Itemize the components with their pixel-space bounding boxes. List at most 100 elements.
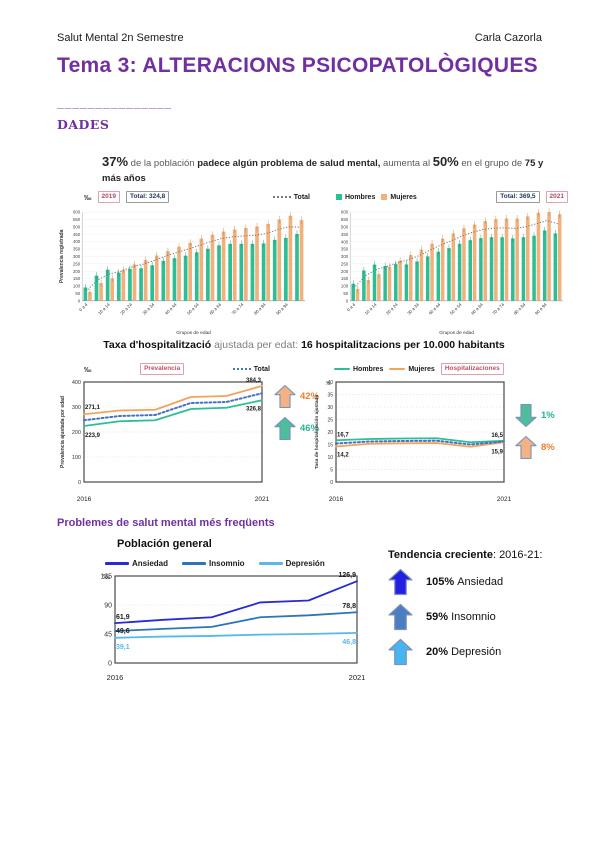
mujeres-change-pct: 42% [300, 391, 320, 402]
poblacion-general-legend: Ansiedad Insomnio Depresión [85, 556, 367, 571]
svg-text:20 a 24: 20 a 24 [385, 302, 399, 316]
svg-text:78,8: 78,8 [342, 603, 356, 610]
svg-text:35: 35 [327, 392, 333, 398]
svg-text:14,2: 14,2 [337, 453, 349, 459]
legend-total-label: Total [293, 193, 310, 201]
hospitalizaciones-header: Hombres Mujeres Hospitalizaciones [312, 362, 512, 376]
prevalencia-badge: Prevalencia [140, 363, 185, 375]
legend-depresion-label: Depresión [285, 559, 325, 568]
year-badge-2019: 2019 [97, 191, 120, 203]
mujeres-hosp-change-pct: 8% [541, 442, 555, 453]
svg-text:0 a 4: 0 a 4 [78, 302, 89, 313]
bar-chart-2021-canvas: 0 50 100 150 200 250 300 350 400 450 500 550 600 0 a … [328, 204, 568, 337]
bar-chart-2019-canvas: 0 50 100 150 200 250 300 350 400 450 500 550 600 0 a … [58, 204, 310, 337]
legend-mujeres-hosp: Mujeres [389, 366, 435, 373]
legend-insomnio-label: Insomnio [209, 559, 245, 568]
legend-mujeres-label: Mujeres [390, 193, 417, 201]
svg-text:400: 400 [72, 380, 81, 386]
svg-text:600: 600 [73, 210, 81, 215]
svg-text:450: 450 [341, 232, 349, 237]
insomnio-line-swatch [182, 562, 207, 565]
header-author: Carla Cazorla [474, 32, 542, 44]
svg-text:Grupos de edad: Grupos de edad [439, 330, 474, 336]
legend-total-label: Total [253, 365, 270, 373]
svg-text:45: 45 [104, 631, 112, 638]
svg-text:400: 400 [341, 239, 349, 244]
svg-text:50 a 54: 50 a 54 [449, 302, 463, 316]
prevalencia-line-canvas: 0 100 200 300 400 271,1 223,9 384,3 326,8 2016 202… [58, 376, 270, 504]
svg-text:200: 200 [72, 430, 81, 436]
mujeres-hosp-change: 8% [515, 435, 555, 460]
svg-text:90 a 94: 90 a 94 [275, 302, 289, 316]
svg-text:271,1: 271,1 [85, 405, 101, 411]
legend-depresion: Depresión [258, 559, 325, 568]
svg-text:5: 5 [330, 467, 333, 473]
svg-text:200: 200 [73, 269, 81, 274]
intro-stat-text: 37% de la población padece algún problem… [102, 154, 544, 184]
up-arrow-icon [274, 416, 296, 441]
svg-text:250: 250 [73, 261, 81, 266]
prevalencia-header: ‰ Prevalencia Total [58, 362, 270, 376]
svg-text:Tasa de hospitalización ajusta: Tasa de hospitalización ajustada [314, 395, 320, 470]
svg-text:10 a 14: 10 a 14 [97, 302, 111, 316]
chart-hospitalizaciones: Hombres Mujeres Hospitalizaciones 0 5 10 15… [312, 362, 512, 504]
frequent-problems-heading: Problemes de salut mental més freqüents [57, 517, 275, 529]
chart-2021-header: Hombres Mujeres Total: 369,5 2021 [328, 190, 568, 204]
ansiedad-line-swatch [105, 562, 129, 565]
svg-text:450: 450 [73, 232, 81, 237]
legend-insomnio: Insomnio [182, 559, 245, 568]
hospitalizaciones-line-canvas: 0 5 10 15 20 25 30 35 40 16,7 14,2 16,5 15,9 2016 2021… [312, 376, 512, 504]
svg-text:‰: ‰ [326, 381, 331, 387]
svg-text:550: 550 [73, 217, 81, 222]
hombres-change-pct: 46% [300, 423, 320, 434]
svg-text:25: 25 [327, 417, 333, 423]
up-arrow-icon [388, 638, 413, 666]
svg-text:15: 15 [327, 442, 333, 448]
trend-item-depresion: 20% Depresión [388, 638, 588, 666]
svg-text:Grupos de edad: Grupos de edad [176, 330, 211, 336]
svg-text:100: 100 [72, 455, 81, 461]
svg-text:39,1: 39,1 [116, 644, 130, 651]
svg-text:49,6: 49,6 [116, 628, 130, 635]
svg-text:16,7: 16,7 [337, 432, 349, 438]
mujeres-line-swatch [389, 367, 406, 371]
svg-text:40 a 44: 40 a 44 [164, 302, 178, 316]
svg-text:384,3: 384,3 [246, 378, 262, 384]
legend-hombres-2021: Hombres [336, 194, 375, 201]
svg-text:100: 100 [341, 284, 349, 289]
svg-text:10 a 14: 10 a 14 [364, 302, 378, 316]
svg-text:50: 50 [75, 291, 80, 296]
section-divider: _______________ [57, 96, 173, 110]
prevalencia-change-arrows: 42% 46% [274, 384, 319, 441]
chart-2019-header: ‰ 2019 Total: 324,8 Total [58, 190, 310, 204]
svg-text:Prevalencia registrada: Prevalencia registrada [59, 229, 65, 283]
trend-depresion-label: 20% Depresión [426, 646, 502, 658]
svg-text:61,9: 61,9 [116, 614, 130, 621]
up-arrow-icon [388, 603, 413, 631]
svg-text:50: 50 [343, 291, 348, 296]
svg-text:Prevalencia ajustada por edad: Prevalencia ajustada por edad [60, 396, 66, 468]
year-badge-2021: 2021 [545, 191, 568, 203]
svg-text:‰: ‰ [103, 574, 110, 581]
svg-text:500: 500 [73, 224, 81, 229]
hospitalizaciones-badge: Hospitalizaciones [440, 363, 504, 375]
hombres-hosp-change: 1% [515, 403, 555, 428]
svg-text:90 a 94: 90 a 94 [534, 302, 548, 316]
mujeres-swatch [381, 194, 388, 200]
svg-text:0: 0 [78, 480, 81, 486]
legend-hombres-hosp: Hombres [334, 366, 383, 373]
svg-text:50 a 54: 50 a 54 [186, 302, 200, 316]
svg-text:135: 135 [100, 573, 112, 580]
trend-insomnio-label: 59% Insomnio [426, 611, 496, 623]
svg-text:350: 350 [341, 247, 349, 252]
total-badge-2021: Total: 369,5 [496, 191, 540, 203]
trend-item-insomnio: 59% Insomnio [388, 603, 588, 631]
svg-text:80 a 84: 80 a 84 [513, 302, 527, 316]
svg-text:0: 0 [330, 480, 333, 486]
svg-text:70 a 74: 70 a 74 [491, 302, 505, 316]
legend-ansiedad: Ansiedad [105, 559, 168, 568]
svg-text:2016: 2016 [107, 673, 124, 682]
permille-symbol: ‰ [84, 364, 92, 374]
svg-text:2016: 2016 [77, 496, 92, 503]
svg-text:30 a 34: 30 a 34 [142, 302, 156, 316]
